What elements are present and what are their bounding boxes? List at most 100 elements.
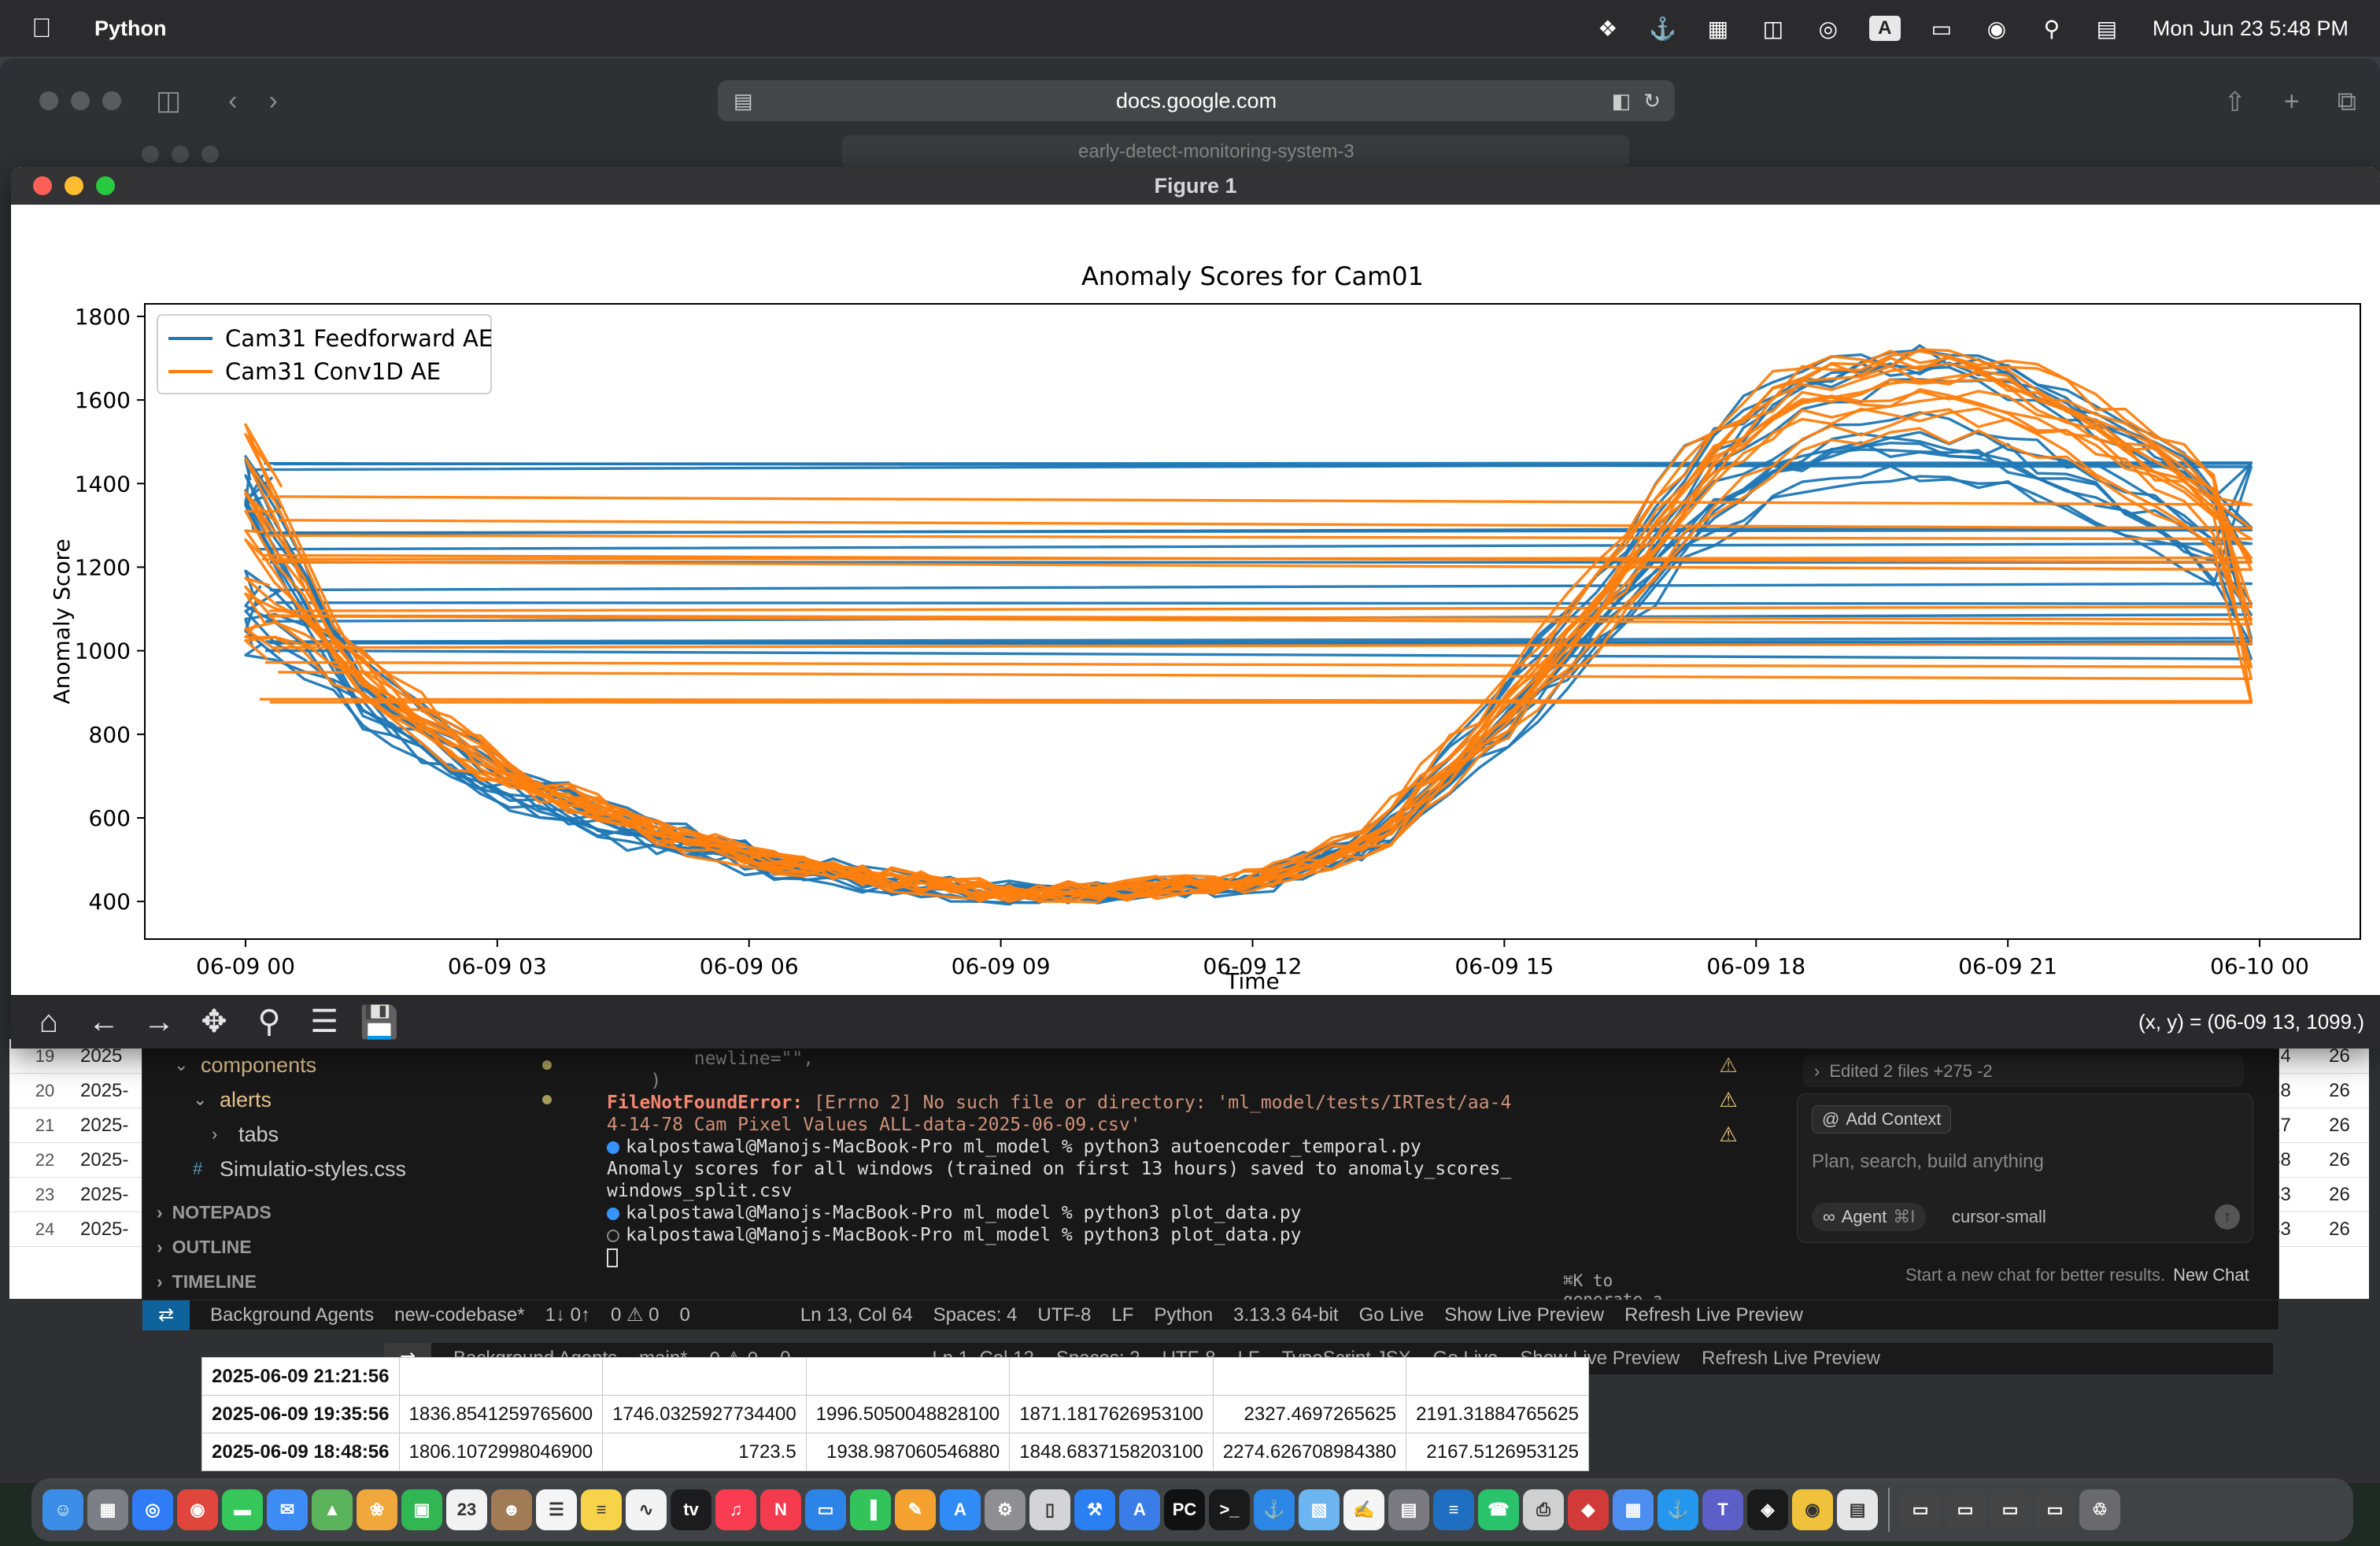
appstore-icon[interactable]: A [940, 1489, 981, 1530]
trash-icon[interactable]: ♲ [2079, 1489, 2120, 1530]
control-center-icon[interactable]: ▤ [2096, 16, 2118, 41]
maximize-icon[interactable] [96, 176, 115, 195]
timestamp-cell[interactable]: 2025-06-09 21:21:56 [201, 1357, 400, 1396]
timestamp-cell[interactable]: 2025-06-09 19:35:56 [201, 1395, 400, 1433]
explorer-item[interactable]: ⌄ components [174, 1048, 552, 1082]
language-mode[interactable]: Python [1154, 1304, 1214, 1326]
contacts-icon[interactable]: ☻ [491, 1489, 532, 1530]
value-cell[interactable] [1212, 1357, 1407, 1396]
teams-app-icon[interactable]: T [1702, 1489, 1743, 1530]
value-cell[interactable] [1406, 1357, 1589, 1396]
terminal-panel[interactable]: newline="", ) FileNotFoundError: [Errno … [591, 1048, 1693, 1328]
sheet-row[interactable]: 19 2025 [9, 1039, 143, 1074]
pan-icon[interactable]: ✥ [201, 1004, 227, 1039]
battery-icon[interactable]: ▭ [1931, 16, 1953, 41]
url-text[interactable]: docs.google.com [1115, 88, 1277, 113]
docker-whale-icon[interactable]: ⚓ [1658, 1489, 1698, 1530]
vscode-back-search[interactable]: early-detect-monitoring-system-3 [842, 135, 1629, 168]
warning-icon[interactable]: ⚠ [1719, 1087, 1738, 1111]
new-chat-link[interactable]: New Chat [2173, 1265, 2249, 1285]
send-icon[interactable]: ↑ [2215, 1204, 2240, 1230]
vscode-back-traffic-lights[interactable] [142, 146, 219, 163]
show-live-preview[interactable]: Show Live Preview [1444, 1304, 1605, 1326]
safari-icon[interactable]: ◎ [132, 1489, 173, 1530]
apple-icon[interactable]:  [31, 13, 71, 44]
chat-input[interactable]: Plan, search, build anything [1812, 1151, 2044, 1172]
window-grid-icon[interactable]: ▦ [1707, 16, 1729, 41]
messages-icon[interactable]: ▬ [222, 1489, 263, 1530]
cursor-icon[interactable]: ◈ [1747, 1489, 1788, 1530]
cell[interactable]: 26 [2329, 1218, 2350, 1240]
document-icon[interactable]: ▤ [1837, 1489, 1878, 1530]
chrome-icon[interactable]: ◉ [177, 1489, 218, 1530]
sheet-row[interactable]: 21 2025- [9, 1108, 143, 1143]
value-cell[interactable]: 1746.0325927734400 [602, 1395, 807, 1433]
ports-count[interactable]: 0 [679, 1304, 690, 1326]
value-cell[interactable]: 2274.626708984380 [1212, 1433, 1407, 1471]
indentation[interactable]: Spaces: 4 [933, 1304, 1018, 1326]
cell[interactable]: 26 [2329, 1114, 2350, 1136]
model-select[interactable]: cursor-small [1952, 1207, 2046, 1226]
python-version[interactable]: 3.13.3 64-bit [1233, 1304, 1339, 1326]
settings-icon[interactable]: ⚙ [985, 1489, 1026, 1530]
spotlight-icon[interactable]: ⚲ [2043, 16, 2060, 41]
printer-icon[interactable]: ⎙ [1523, 1489, 1564, 1530]
wifi-icon[interactable]: ◉ [1986, 16, 2007, 41]
chat-composer[interactable]: @ Add Context Plan, search, build anythin… [1797, 1093, 2253, 1243]
value-cell[interactable]: 2191.31884765625 [1406, 1395, 1589, 1433]
news-icon[interactable]: N [760, 1489, 801, 1530]
sheet-row[interactable]: 24 2025- [9, 1212, 143, 1247]
whatsapp-icon[interactable]: ☎ [1478, 1489, 1519, 1530]
problems-count[interactable]: 0 ⚠ 0 [610, 1304, 660, 1326]
explorer-item[interactable]: › tabs [174, 1117, 552, 1152]
cell[interactable]: 2025- [80, 1079, 129, 1101]
mail-icon[interactable]: ✉ [267, 1489, 308, 1530]
outline-section[interactable]: › OUTLINE [157, 1237, 252, 1257]
minimized-window-3-icon[interactable]: ▭ [1990, 1489, 2031, 1530]
back-icon[interactable]: ← [88, 1004, 120, 1039]
notes-icon[interactable]: ≡ [581, 1489, 622, 1530]
warning-icon[interactable]: ⚠ [1719, 1122, 1738, 1146]
table-row[interactable]: 2025-06-09 19:35:56 1836.8541259765600 174… [201, 1395, 1589, 1433]
keynote-icon[interactable]: ▭ [805, 1489, 846, 1530]
cell[interactable]: 26 [2329, 1045, 2350, 1067]
pycharm-icon[interactable]: PC [1164, 1489, 1205, 1530]
terminal-icon[interactable]: >_ [1209, 1489, 1250, 1530]
minimized-window-4-icon[interactable]: ▭ [2034, 1489, 2075, 1530]
minimized-window-1-icon[interactable]: ▭ [1900, 1489, 1941, 1530]
background-agents[interactable]: Background Agents [210, 1304, 375, 1326]
remote-icon[interactable]: ⇄ [142, 1300, 190, 1330]
simulator-icon[interactable]: A [1119, 1489, 1160, 1530]
value-cell[interactable] [1009, 1357, 1214, 1396]
numbers-icon[interactable]: ▐ [850, 1489, 891, 1530]
active-app-name[interactable]: Python [94, 16, 167, 40]
tab-overview-icon[interactable]: ⧉ [2337, 87, 2356, 117]
value-cell[interactable] [805, 1357, 1011, 1396]
docker-icon[interactable]: ⚓ [1649, 16, 1677, 41]
translate-icon[interactable]: ◧ [1611, 88, 1632, 113]
address-bar[interactable]: ▤ docs.google.com ◧ ↻ [718, 80, 1675, 121]
cell[interactable]: 2025- [80, 1114, 129, 1136]
forward-icon[interactable]: → [143, 1004, 175, 1039]
teams-icon[interactable]: ❖ [1598, 16, 1618, 41]
cell[interactable]: 2025- [80, 1148, 129, 1171]
new-tab-icon[interactable]: + [2283, 87, 2300, 117]
window-app-icon[interactable]: ▦ [1613, 1489, 1654, 1530]
table-row[interactable]: 2025-06-09 21:21:56 [201, 1357, 1589, 1396]
facetime-icon[interactable]: ▣ [401, 1489, 442, 1530]
table-row[interactable]: 2025-06-09 18:48:56 1806.1072998046900 172… [201, 1433, 1589, 1471]
safari-traffic-lights[interactable] [39, 91, 121, 110]
menu-clock[interactable]: Mon Jun 23 5:48 PM [2152, 16, 2349, 40]
cell[interactable]: 2025- [80, 1183, 129, 1205]
explorer-item[interactable]: ⌄ alerts [174, 1082, 552, 1117]
value-cell[interactable] [602, 1357, 807, 1396]
back-icon[interactable]: ‹ [228, 85, 238, 116]
eol[interactable]: LF [1111, 1304, 1134, 1326]
value-cell[interactable]: 1836.8541259765600 [398, 1395, 604, 1433]
reminders-icon[interactable]: ☰ [536, 1489, 577, 1530]
music-icon[interactable]: ♫ [715, 1489, 756, 1530]
warning-icon[interactable]: ⚠ [1719, 1052, 1738, 1077]
save-icon[interactable]: 💾 [360, 1004, 399, 1040]
home-icon[interactable]: ⌂ [39, 1004, 59, 1039]
cursor-app-icon[interactable]: ◫ [1762, 16, 1784, 41]
